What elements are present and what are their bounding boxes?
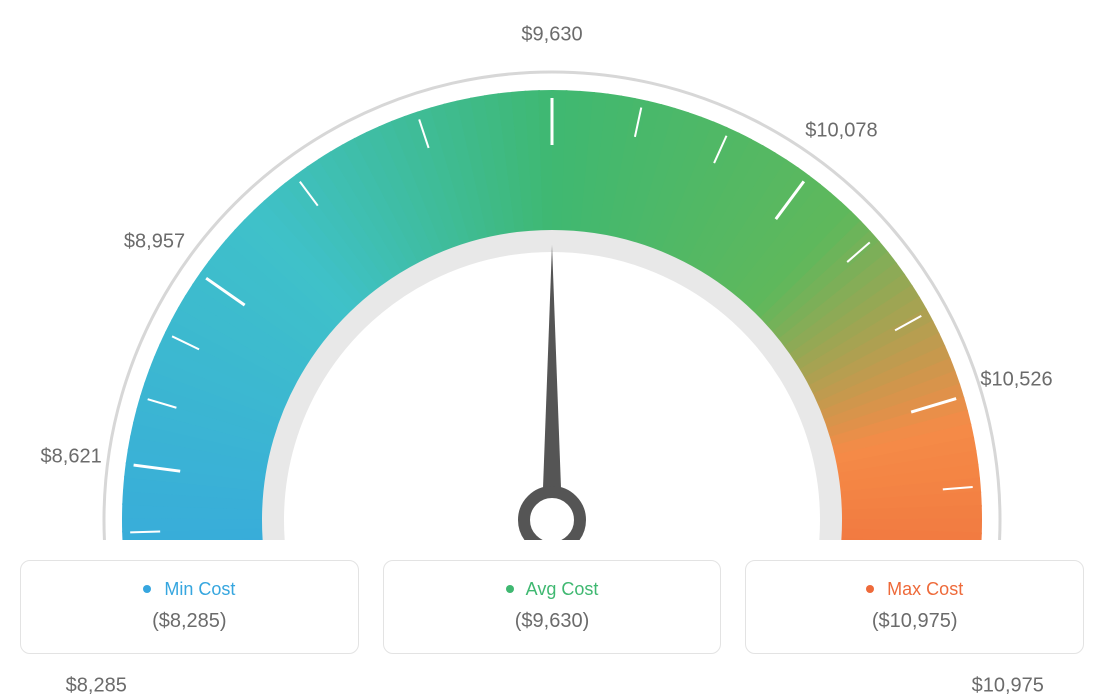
legend-value-avg: ($9,630)	[394, 610, 711, 633]
legend-title-text: Max Cost	[887, 579, 963, 599]
legend-card-avg: Avg Cost ($9,630)	[383, 560, 722, 654]
gauge-tick-label: $10,078	[805, 119, 877, 142]
legend-title-text: Avg Cost	[526, 579, 599, 599]
legend-title-text: Min Cost	[164, 579, 235, 599]
gauge-tick-label: $8,957	[124, 231, 185, 254]
dot-icon	[143, 585, 151, 593]
cost-gauge-chart: $8,285$8,621$8,957$9,630$10,078$10,526$1…	[20, 20, 1084, 654]
legend-title-max: Max Cost	[756, 579, 1073, 600]
legend-card-max: Max Cost ($10,975)	[745, 560, 1084, 654]
gauge-tick-label: $8,285	[66, 674, 127, 697]
legend-value-min: ($8,285)	[31, 610, 348, 633]
gauge-area: $8,285$8,621$8,957$9,630$10,078$10,526$1…	[20, 20, 1084, 540]
legend-value-max: ($10,975)	[756, 610, 1073, 633]
dot-icon	[506, 585, 514, 593]
gauge-tick-label: $10,975	[972, 674, 1044, 697]
dot-icon	[866, 585, 874, 593]
gauge-svg	[20, 20, 1084, 540]
legend-row: Min Cost ($8,285) Avg Cost ($9,630) Max …	[20, 560, 1084, 654]
gauge-tick-label: $8,621	[41, 445, 102, 468]
legend-card-min: Min Cost ($8,285)	[20, 560, 359, 654]
legend-title-avg: Avg Cost	[394, 579, 711, 600]
legend-title-min: Min Cost	[31, 579, 348, 600]
gauge-tick-label: $9,630	[521, 24, 582, 47]
gauge-tick-label: $10,526	[980, 369, 1052, 392]
